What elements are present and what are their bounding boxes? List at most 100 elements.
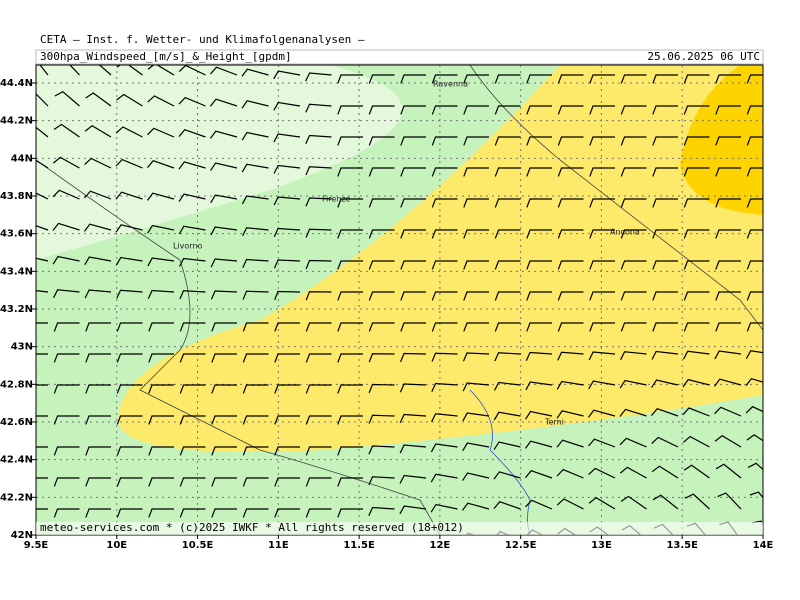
wind-barb bbox=[526, 105, 552, 115]
wind-barb bbox=[431, 167, 458, 177]
wind-barb bbox=[557, 198, 584, 208]
wind-barb bbox=[306, 540, 331, 548]
wind-barb bbox=[714, 350, 742, 360]
wind-barb bbox=[147, 257, 175, 267]
wind-barb bbox=[273, 164, 301, 174]
wind-barb bbox=[241, 163, 269, 173]
wind-barb bbox=[368, 198, 395, 208]
wind-barb bbox=[557, 136, 584, 146]
wind-barb bbox=[463, 167, 489, 177]
wind-barb bbox=[430, 443, 458, 453]
wind-barb bbox=[589, 105, 615, 115]
zone-orange bbox=[680, 65, 763, 215]
wind-barb bbox=[53, 353, 80, 363]
wind-barb bbox=[494, 167, 521, 177]
wind-barb bbox=[399, 505, 427, 515]
wind-barb bbox=[652, 74, 678, 84]
wind-barb bbox=[242, 415, 269, 425]
wind-barb bbox=[179, 508, 206, 518]
lon-label: 12.5E bbox=[505, 540, 537, 551]
wind-barb bbox=[557, 351, 584, 361]
wind-barb bbox=[115, 126, 143, 138]
wind-barb bbox=[36, 415, 48, 417]
coast-east bbox=[469, 65, 763, 331]
wind-barb bbox=[39, 65, 49, 76]
wind-barb bbox=[494, 352, 521, 362]
wind-barb bbox=[274, 477, 300, 487]
wind-barb bbox=[178, 193, 206, 202]
wind-barb bbox=[368, 136, 395, 146]
wind-barb bbox=[85, 446, 111, 456]
wind-barb bbox=[526, 260, 552, 270]
wind-barb bbox=[525, 351, 553, 361]
wind-barb bbox=[683, 322, 710, 332]
wind-barb bbox=[493, 381, 521, 391]
wind-barb bbox=[400, 322, 426, 332]
wind-barb bbox=[557, 260, 584, 270]
footer: meteo-services.com * (c)2025 IWKF * All … bbox=[40, 521, 464, 534]
wind-barb bbox=[274, 353, 300, 363]
city-label: Ravenna bbox=[433, 80, 468, 89]
wind-barb bbox=[274, 508, 300, 518]
wind-barb bbox=[36, 159, 49, 169]
wind-barb bbox=[146, 192, 175, 201]
wind-barb bbox=[463, 229, 489, 239]
wind-barb bbox=[337, 291, 363, 301]
wind-barb bbox=[715, 198, 741, 208]
wind-barb bbox=[431, 260, 458, 270]
wind-barb bbox=[69, 65, 80, 76]
wind-barb bbox=[652, 494, 679, 510]
wind-barb bbox=[36, 126, 49, 138]
wind-barb bbox=[36, 508, 48, 510]
wind-barb bbox=[715, 463, 742, 479]
wind-barb bbox=[242, 322, 269, 332]
wind-barb bbox=[493, 411, 521, 421]
lon-label: 11.5E bbox=[343, 540, 375, 551]
wind-barb bbox=[431, 136, 458, 146]
wind-barb bbox=[84, 157, 112, 169]
wind-barb bbox=[431, 382, 458, 392]
wind-barb bbox=[305, 103, 332, 113]
wind-barb bbox=[399, 413, 427, 423]
wind-barb bbox=[683, 260, 710, 270]
wind-barb bbox=[463, 291, 489, 301]
wind-barb bbox=[682, 350, 710, 360]
wind-barb bbox=[526, 167, 552, 177]
wind-barb bbox=[715, 167, 741, 177]
wind-barb bbox=[83, 223, 112, 232]
wind-barb bbox=[620, 291, 647, 301]
wind-barb bbox=[714, 406, 742, 417]
wind-barb bbox=[211, 415, 237, 425]
wind-barb bbox=[525, 410, 553, 420]
wind-barb bbox=[619, 437, 647, 448]
wind-barb bbox=[556, 380, 584, 390]
wind-barb bbox=[715, 322, 741, 332]
lat-label: 44.2N bbox=[0, 116, 33, 127]
wind-barb bbox=[116, 289, 143, 299]
wind-barb bbox=[588, 438, 616, 448]
wind-barb bbox=[54, 540, 79, 548]
wind-barb bbox=[147, 127, 175, 138]
wind-barb bbox=[524, 470, 553, 479]
wind-barb bbox=[494, 105, 521, 115]
wind-barb bbox=[210, 162, 238, 171]
city-label: Terni bbox=[544, 418, 564, 427]
wind-barb bbox=[588, 380, 616, 390]
lon-label: 9.5E bbox=[24, 540, 49, 551]
wind-barb bbox=[210, 194, 238, 204]
wind-barb bbox=[526, 229, 552, 239]
wind-barb bbox=[274, 290, 301, 301]
wind-barb bbox=[337, 74, 363, 84]
wind-barb bbox=[652, 291, 678, 301]
wind-barb bbox=[683, 198, 710, 208]
wind-barb bbox=[85, 477, 111, 487]
wind-barb bbox=[53, 156, 80, 169]
wind-barb bbox=[147, 289, 175, 299]
wind-barb bbox=[400, 229, 426, 239]
wind-barb bbox=[242, 353, 269, 363]
wind-barb bbox=[684, 493, 710, 510]
wind-barb bbox=[463, 136, 489, 146]
wind-barb bbox=[430, 473, 458, 483]
wind-barb bbox=[400, 537, 426, 545]
wind-barb bbox=[242, 258, 269, 268]
